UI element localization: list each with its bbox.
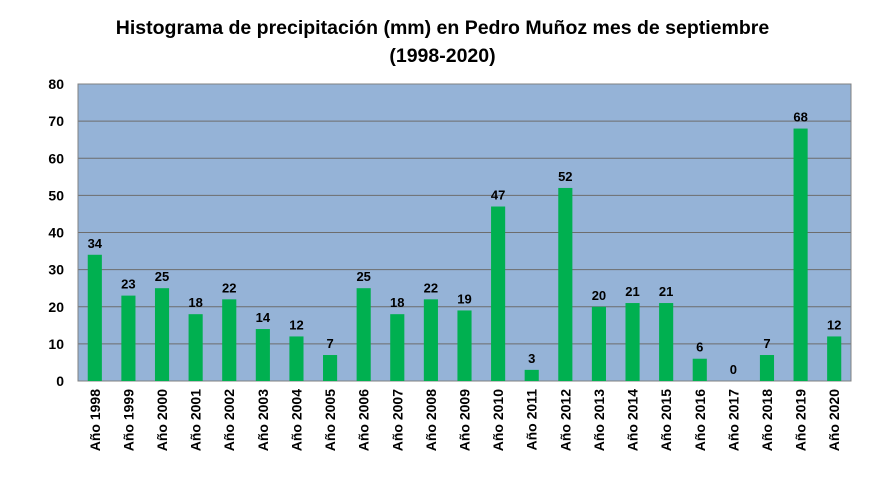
data-label: 34 bbox=[88, 236, 103, 251]
bar bbox=[188, 314, 203, 381]
data-label: 3 bbox=[528, 351, 535, 366]
data-label: 20 bbox=[592, 288, 606, 303]
bar bbox=[692, 358, 707, 381]
data-label: 14 bbox=[256, 310, 271, 325]
y-tick-label: 30 bbox=[48, 262, 64, 278]
x-tick-label: Año 2015 bbox=[658, 389, 674, 451]
bar bbox=[222, 299, 237, 381]
x-tick-label: Año 2013 bbox=[591, 389, 607, 451]
x-tick-label: Año 1998 bbox=[87, 389, 103, 451]
data-label: 21 bbox=[659, 284, 673, 299]
bar bbox=[558, 187, 573, 381]
y-tick-label: 40 bbox=[48, 225, 64, 241]
bar bbox=[625, 303, 640, 381]
data-label: 25 bbox=[155, 269, 169, 284]
bar bbox=[759, 355, 775, 381]
x-tick-label: Año 2016 bbox=[692, 389, 708, 451]
x-tick-label: Año 2002 bbox=[221, 389, 237, 451]
data-label: 22 bbox=[424, 280, 438, 295]
y-tick-label: 20 bbox=[48, 299, 64, 315]
data-label: 21 bbox=[625, 284, 639, 299]
x-tick-label: Año 2014 bbox=[625, 389, 641, 451]
bar bbox=[154, 288, 170, 381]
y-tick-label: 0 bbox=[56, 373, 64, 389]
bar bbox=[457, 310, 472, 381]
y-tick-label: 10 bbox=[48, 336, 64, 352]
chart-title: Histograma de precipitación (mm) en Pedr… bbox=[0, 14, 885, 70]
data-label: 47 bbox=[491, 188, 505, 203]
x-tick-label: Año 2003 bbox=[255, 389, 271, 451]
chart-title-line2: (1998-2020) bbox=[389, 45, 496, 67]
data-label: 52 bbox=[558, 169, 572, 184]
bar bbox=[390, 314, 405, 381]
y-tick-label: 60 bbox=[48, 150, 64, 166]
y-tick-label: 50 bbox=[48, 187, 64, 203]
bar bbox=[323, 355, 338, 381]
x-tick-label: Año 2008 bbox=[423, 389, 439, 451]
bar bbox=[793, 128, 808, 381]
x-tick-label: Año 2010 bbox=[490, 389, 506, 451]
x-tick-label: Año 2009 bbox=[457, 389, 473, 451]
bar bbox=[121, 295, 136, 381]
bar bbox=[356, 288, 371, 381]
x-tick-label: Año 2007 bbox=[389, 389, 405, 451]
data-label: 6 bbox=[696, 340, 703, 355]
x-tick-label: Año 2012 bbox=[557, 389, 573, 451]
x-tick-label: Año 2006 bbox=[356, 389, 372, 451]
x-tick-label: Año 2019 bbox=[793, 389, 809, 451]
data-label: 7 bbox=[326, 336, 333, 351]
x-tick-label: Año 2000 bbox=[154, 389, 170, 451]
data-label: 18 bbox=[188, 295, 202, 310]
bar bbox=[423, 299, 438, 381]
bar bbox=[827, 336, 842, 381]
data-label: 18 bbox=[390, 295, 404, 310]
bar bbox=[591, 306, 606, 381]
bar bbox=[87, 254, 102, 381]
bar bbox=[289, 336, 304, 381]
data-label: 25 bbox=[356, 269, 370, 284]
y-tick-label: 80 bbox=[48, 76, 64, 92]
data-label: 22 bbox=[222, 280, 236, 295]
x-tick-label: Año 2011 bbox=[524, 389, 540, 451]
data-label: 68 bbox=[793, 110, 807, 125]
bar bbox=[659, 303, 674, 381]
data-label: 12 bbox=[827, 317, 841, 332]
x-tick-label: Año 2017 bbox=[725, 389, 741, 451]
x-tick-label: Año 2020 bbox=[826, 389, 842, 451]
data-label: 7 bbox=[763, 336, 770, 351]
bar bbox=[255, 329, 270, 381]
x-tick-label: Año 2005 bbox=[322, 389, 338, 451]
data-label: 0 bbox=[730, 362, 737, 377]
y-tick-label: 70 bbox=[48, 113, 64, 129]
data-label: 12 bbox=[289, 317, 303, 332]
x-tick-label: Año 2001 bbox=[188, 389, 204, 451]
bar bbox=[491, 206, 506, 381]
chart-title-line1: Histograma de precipitación (mm) en Pedr… bbox=[115, 17, 770, 39]
data-label: 19 bbox=[457, 291, 471, 306]
x-tick-label: Año 2018 bbox=[759, 389, 775, 451]
data-label: 23 bbox=[121, 277, 135, 292]
x-tick-label: Año 1999 bbox=[120, 389, 136, 451]
x-tick-label: Año 2004 bbox=[288, 389, 304, 451]
bar bbox=[524, 369, 539, 381]
